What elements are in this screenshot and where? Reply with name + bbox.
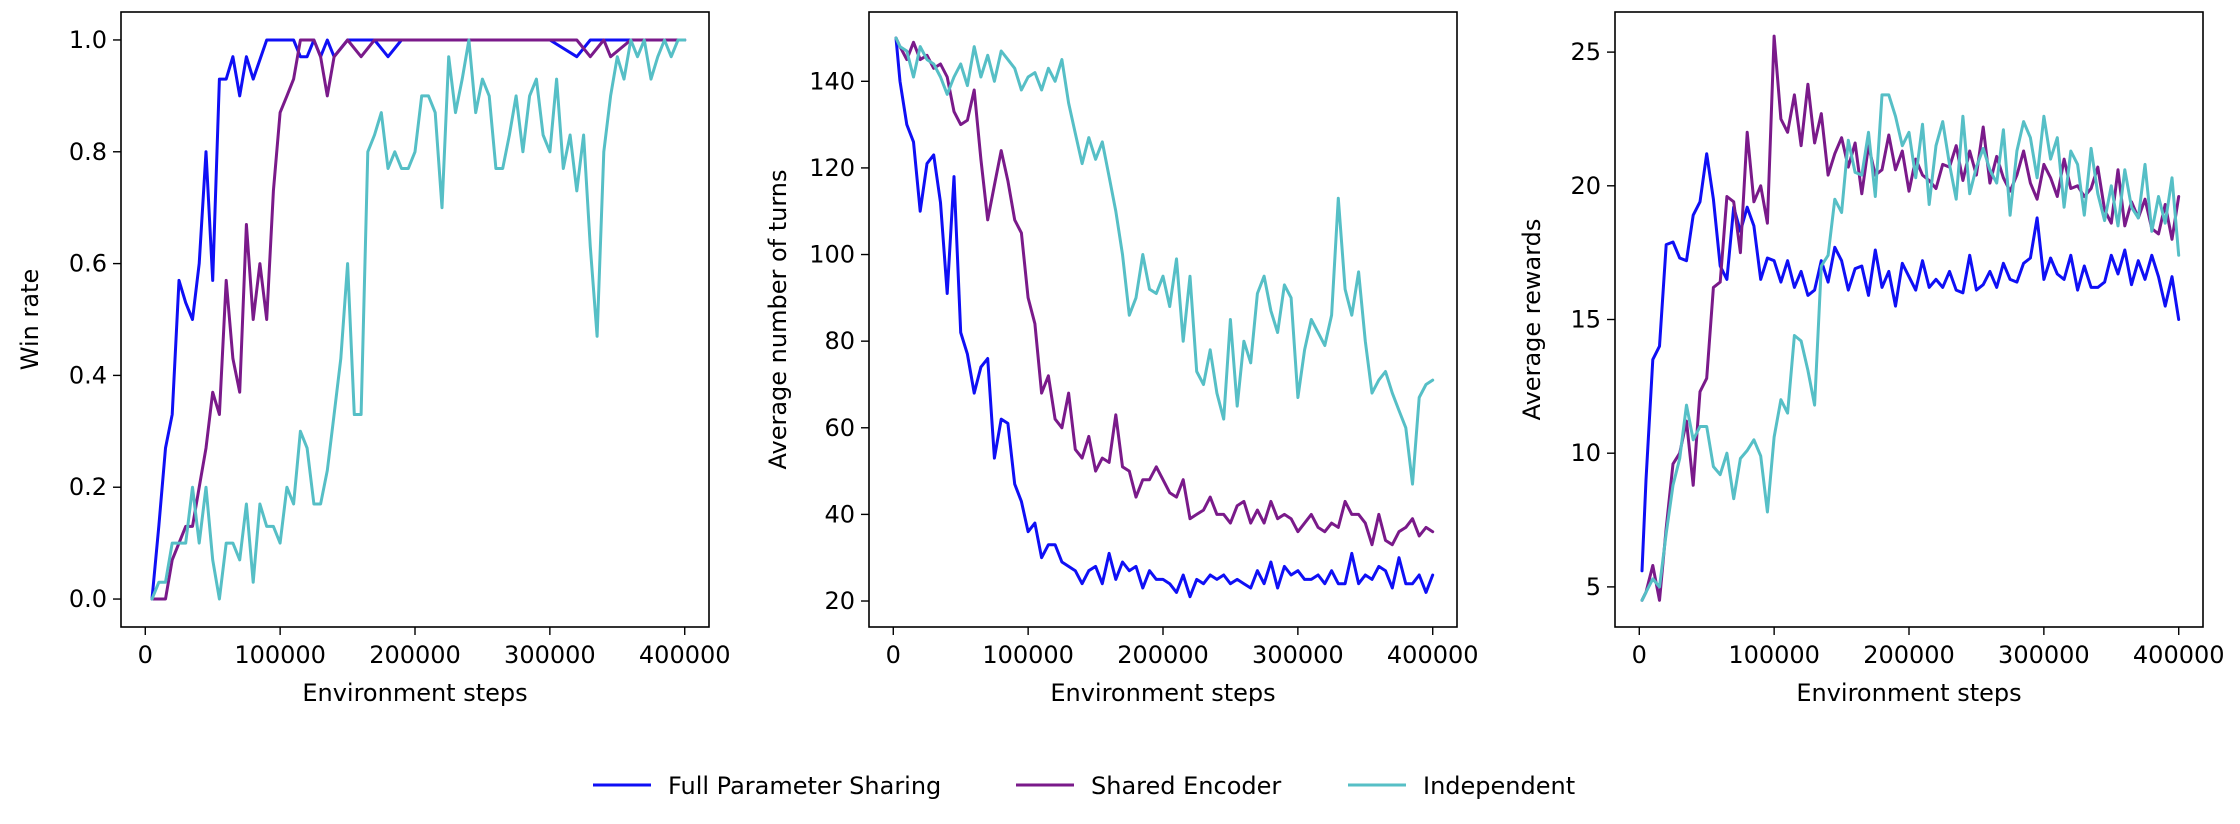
series-line-2 — [1640, 34, 2181, 602]
x-axis-label: Environment steps — [1050, 679, 1275, 707]
subplot-average-rewards: 0 100000 200000 300000 400000 5 10 15 20 25 Enviro… — [1518, 11, 2225, 707]
y-tick-label: 15 — [1570, 306, 1601, 334]
y-axis-label: Average rewards — [1518, 219, 1546, 421]
series-line-3 — [1640, 93, 2181, 602]
x-tick-label: 200000 — [369, 641, 461, 669]
x-tick-label: 0 — [138, 641, 153, 669]
x-tick-label: 100000 — [1728, 641, 1820, 669]
axes-frame — [1614, 11, 2204, 628]
y-tick-label: 0.8 — [69, 138, 107, 166]
series-line-2 — [894, 36, 1435, 547]
x-axis-label: Environment steps — [302, 679, 527, 707]
x-tick-label: 100000 — [234, 641, 326, 669]
y-tick-label: 5 — [1586, 573, 1601, 601]
y-tick-label: 120 — [809, 154, 855, 182]
y-tick-label: 100 — [809, 241, 855, 269]
legend-label: Full Parameter Sharing — [668, 772, 941, 800]
y-tick-label: 80 — [824, 327, 855, 355]
x-tick-label: 400000 — [1387, 641, 1479, 669]
x-tick-label: 0 — [886, 641, 901, 669]
y-tick-label: 140 — [809, 67, 855, 95]
y-tick-label: 40 — [824, 500, 855, 528]
legend: Full Parameter Sharing Shared Encoder Inde… — [593, 772, 1575, 800]
y-tick-label: 20 — [824, 587, 855, 615]
subplot-average-turns: 0 100000 200000 300000 400000 20 40 60 80 100 120 1… — [764, 11, 1479, 707]
x-tick-label: 300000 — [1998, 641, 2090, 669]
x-tick-label: 400000 — [639, 641, 731, 669]
y-tick-label: 10 — [1570, 439, 1601, 467]
y-tick-label: 0.2 — [69, 473, 107, 501]
legend-label: Independent — [1423, 772, 1575, 800]
y-tick-label: 25 — [1570, 38, 1601, 66]
x-tick-label: 200000 — [1863, 641, 1955, 669]
y-tick-label: 0.4 — [69, 361, 107, 389]
x-tick-label: 0 — [1632, 641, 1647, 669]
y-tick-label: 0.0 — [69, 585, 107, 613]
subplot-win-rate: 0 100000 200000 300000 400000 0.0 0.2 0.4 0.6 0.8… — [16, 11, 731, 707]
legend-label: Shared Encoder — [1091, 772, 1281, 800]
y-tick-label: 0.6 — [69, 250, 107, 278]
series-line-3 — [894, 36, 1435, 486]
series-line-1 — [150, 38, 687, 601]
series-line-1 — [894, 36, 1435, 599]
y-tick-label: 60 — [824, 414, 855, 442]
y-tick-label: 1.0 — [69, 26, 107, 54]
y-axis-label: Average number of turns — [764, 169, 792, 469]
x-tick-label: 200000 — [1117, 641, 1209, 669]
y-axis-label: Win rate — [16, 269, 44, 370]
x-axis-label: Environment steps — [1796, 679, 2021, 707]
series-line-1 — [1640, 152, 2181, 573]
y-tick-label: 20 — [1570, 172, 1601, 200]
series-line-3 — [150, 38, 687, 601]
x-tick-label: 100000 — [982, 641, 1074, 669]
x-tick-label: 300000 — [504, 641, 596, 669]
series-line-2 — [150, 38, 687, 601]
x-tick-label: 400000 — [2133, 641, 2225, 669]
x-tick-label: 300000 — [1252, 641, 1344, 669]
